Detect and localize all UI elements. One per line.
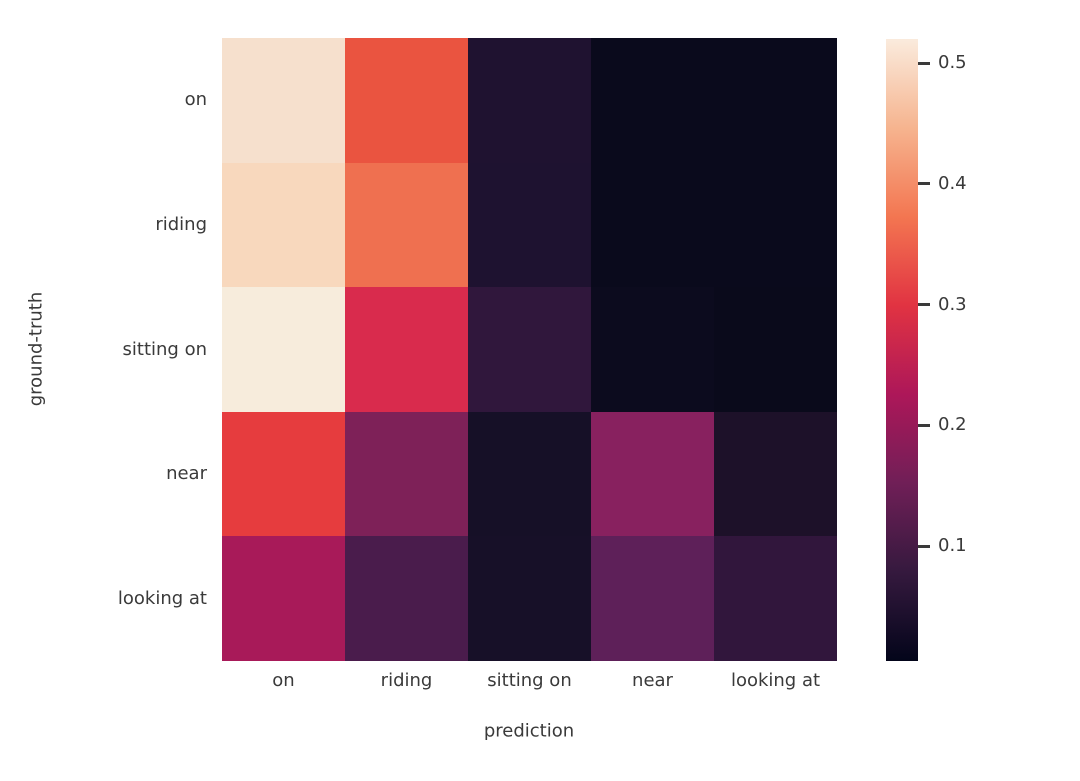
heatmap-grid — [222, 38, 837, 661]
heatmap-cell-riding-near — [591, 162, 714, 288]
x-tick-label-on: on — [272, 670, 295, 691]
colorbar — [886, 39, 918, 661]
y-tick-label-riding: riding — [155, 213, 207, 235]
y-tick-label-looking-at: looking at — [117, 587, 207, 609]
heatmap-cell-looking-at-sitting-on — [468, 536, 591, 661]
heatmap-cell-on-riding — [345, 38, 468, 163]
x-axis-label: prediction — [483, 720, 575, 742]
colorbar-tick-label-0.4: 0.4 — [938, 172, 967, 194]
colorbar-tick-mark — [918, 303, 930, 307]
x-tick-label-sitting-on: sitting on — [487, 670, 572, 691]
colorbar-tick-mark — [918, 423, 930, 427]
heatmap-cell-sitting-on-riding — [345, 287, 468, 412]
y-tick-label-on: on — [184, 89, 207, 111]
heatmap-cell-near-looking-at — [714, 411, 837, 537]
colorbar-tick-label-0.5: 0.5 — [938, 52, 967, 74]
heatmap-cell-near-near — [591, 411, 714, 537]
heatmap-cell-looking-at-riding — [345, 536, 468, 661]
y-axis-label: ground-truth — [25, 291, 47, 407]
colorbar-tick-mark — [918, 544, 930, 548]
heatmap-cell-looking-at-looking-at — [714, 536, 837, 661]
heatmap-cell-riding-on — [222, 162, 345, 288]
colorbar-tick-mark — [918, 61, 930, 65]
heatmap-cell-sitting-on-looking-at — [714, 287, 837, 412]
heatmap-cell-sitting-on-near — [591, 287, 714, 412]
y-tick-label-near: near — [166, 463, 207, 485]
x-tick-label-riding: riding — [380, 670, 433, 691]
colorbar-tick-label-0.3: 0.3 — [938, 293, 967, 315]
colorbar-tick-label-0.1: 0.1 — [938, 535, 967, 557]
heatmap-cell-near-riding — [345, 411, 468, 537]
heatmap-cell-riding-sitting-on — [468, 162, 591, 288]
heatmap-cell-sitting-on-sitting-on — [468, 287, 591, 412]
heatmap-cell-riding-riding — [345, 162, 468, 288]
heatmap-cell-near-on — [222, 411, 345, 537]
heatmap-cell-looking-at-on — [222, 536, 345, 661]
heatmap-cell-near-sitting-on — [468, 411, 591, 537]
x-tick-label-looking-at: looking at — [730, 670, 821, 691]
heatmap-cell-on-sitting-on — [468, 38, 591, 163]
heatmap-cell-sitting-on-on — [222, 287, 345, 412]
heatmap-cell-riding-looking-at — [714, 162, 837, 288]
colorbar-tick-label-0.2: 0.2 — [938, 414, 967, 436]
x-tick-label-near: near — [632, 670, 673, 691]
y-tick-label-sitting-on: sitting on — [122, 338, 207, 360]
colorbar-tick-mark — [918, 182, 930, 186]
heatmap-cell-on-on — [222, 38, 345, 163]
heatmap-cell-on-looking-at — [714, 38, 837, 163]
heatmap-cell-looking-at-near — [591, 536, 714, 661]
heatmap-cell-on-near — [591, 38, 714, 163]
